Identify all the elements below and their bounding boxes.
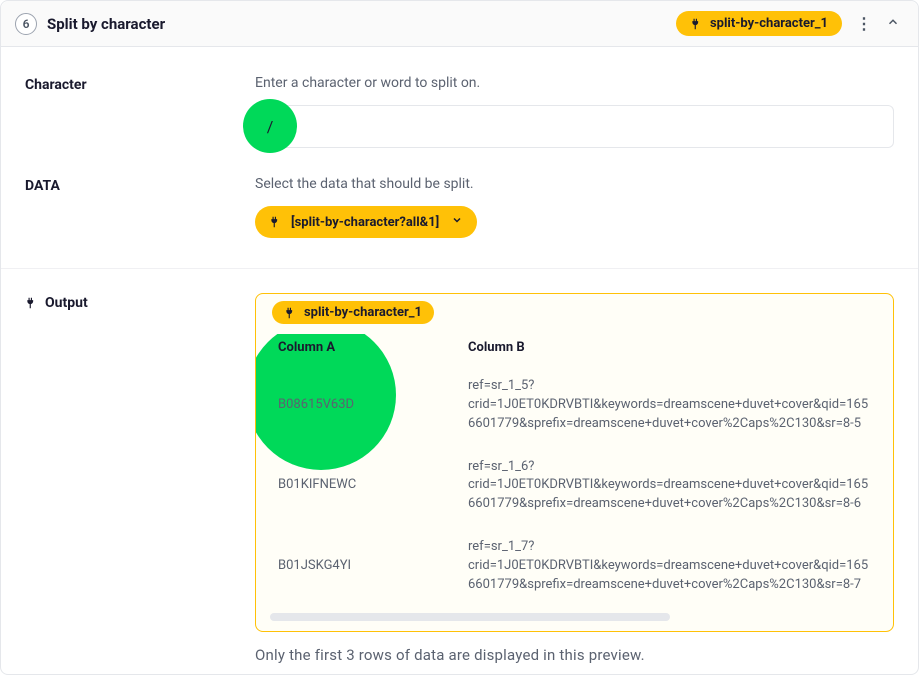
character-value-overlay: / <box>267 117 274 136</box>
output-box: split-by-character_1 Column A <box>255 293 894 632</box>
cell-a: B01JSKG4YI <box>270 526 460 607</box>
table-row: B01JSKG4YI ref=sr_1_7?crid=1J0ET0KDRVBTI… <box>270 526 879 607</box>
data-helper: Select the data that should be split. <box>255 176 894 192</box>
output-table-inner: Column A Column B B08615V63D ref=sr_1_5?… <box>270 334 879 607</box>
step-panel: 6 Split by character split-by-character_… <box>0 0 919 675</box>
collapse-icon[interactable] <box>882 15 904 33</box>
cell-b: ref=sr_1_7?crid=1J0ET0KDRVBTI&keywords=d… <box>460 526 879 607</box>
character-helper: Enter a character or word to split on. <box>255 75 894 91</box>
data-field: Select the data that should be split. [s… <box>255 176 894 238</box>
character-input-wrap: / <box>255 105 894 148</box>
output-body: Output split-by-character_1 <box>1 293 918 674</box>
cell-b: ref=sr_1_5?crid=1J0ET0KDRVBTI&keywords=d… <box>460 365 879 446</box>
node-name-pill[interactable]: split-by-character_1 <box>676 11 842 36</box>
output-label: Output <box>25 295 255 311</box>
character-input[interactable] <box>255 105 894 148</box>
col-a-header: Column A <box>270 334 460 365</box>
data-label: DATA <box>25 176 255 238</box>
output-label-text: Output <box>45 295 88 311</box>
preview-note: Only the first 3 rows of data are displa… <box>255 646 894 664</box>
output-field: split-by-character_1 Column A <box>255 293 894 664</box>
output-label-col: Output <box>25 293 255 664</box>
table-header-row: Column A Column B <box>270 334 879 365</box>
output-tag-pill[interactable]: split-by-character_1 <box>272 301 434 324</box>
output-tag: split-by-character_1 <box>272 301 434 324</box>
output-table: Column A Column B B08615V63D ref=sr_1_5?… <box>270 334 879 607</box>
output-row: Output split-by-character_1 <box>25 293 894 664</box>
plug-icon <box>690 17 704 31</box>
panel-header: 6 Split by character split-by-character_… <box>1 1 918 47</box>
cell-a: B01KIFNEWC <box>270 446 460 527</box>
data-source-pill[interactable]: [split-by-character?all&1] <box>255 206 477 238</box>
section-divider <box>1 268 918 269</box>
horizontal-scrollbar[interactable] <box>270 613 670 621</box>
kebab-menu-icon[interactable]: ⋮ <box>852 14 876 33</box>
cell-a: B08615V63D <box>270 365 460 446</box>
plug-icon <box>284 306 298 320</box>
output-tag-text: split-by-character_1 <box>304 305 422 320</box>
character-row: Character Enter a character or word to s… <box>25 75 894 148</box>
step-number-badge: 6 <box>15 13 37 35</box>
character-field: Enter a character or word to split on. / <box>255 75 894 148</box>
character-label: Character <box>25 75 255 148</box>
node-name-text: split-by-character_1 <box>710 16 828 31</box>
plug-icon <box>269 215 283 229</box>
cell-b: ref=sr_1_6?crid=1J0ET0KDRVBTI&keywords=d… <box>460 446 879 527</box>
col-b-header: Column B <box>460 334 879 365</box>
data-source-text: [split-by-character?all&1] <box>291 215 439 230</box>
data-row: DATA Select the data that should be spli… <box>25 176 894 238</box>
table-row: B08615V63D ref=sr_1_5?crid=1J0ET0KDRVBTI… <box>270 365 879 446</box>
plug-icon <box>25 296 39 310</box>
panel-title: Split by character <box>47 15 676 33</box>
panel-body: Character Enter a character or word to s… <box>1 47 918 268</box>
table-row: B01KIFNEWC ref=sr_1_6?crid=1J0ET0KDRVBTI… <box>270 446 879 527</box>
output-table-wrap: Column A Column B B08615V63D ref=sr_1_5?… <box>256 334 893 607</box>
highlight-circle-1: / <box>243 99 297 153</box>
chevron-down-icon <box>451 214 463 230</box>
